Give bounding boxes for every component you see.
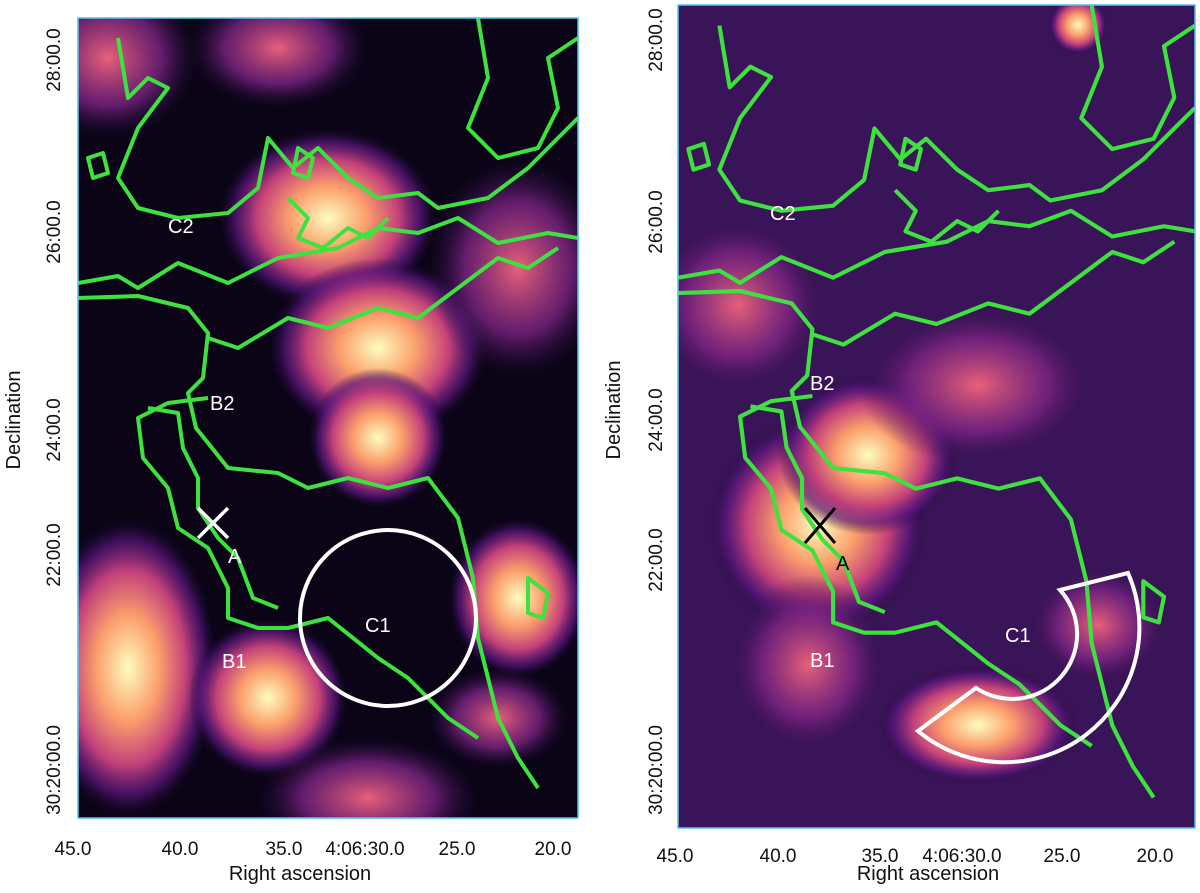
- x-axis-label: Right ascension: [857, 863, 999, 885]
- annotation: C1: [1005, 625, 1031, 647]
- annotation: C2: [770, 203, 796, 225]
- x-tick-label: 25.0: [1044, 846, 1081, 867]
- annotation: A: [836, 553, 850, 575]
- annotation: B2: [810, 373, 834, 395]
- x-tick-label: 45.0: [55, 839, 92, 860]
- right-texts: C2 B2 A B1 C1 45.0 40.0 35.0 4:06:30.0 2…: [603, 8, 1173, 885]
- annotation: C1: [365, 615, 391, 637]
- y-tick-label: 22:00.0: [44, 523, 65, 586]
- y-tick-label: 28:00.0: [44, 28, 65, 91]
- y-axis-label: Declination: [603, 361, 625, 460]
- x-tick-label: 4:06:30.0: [922, 846, 1001, 867]
- y-tick-label: 24:00.0: [44, 398, 65, 461]
- left-panel: [77, 17, 579, 819]
- annotation: B2: [210, 393, 234, 415]
- x-tick-label: 45.0: [657, 846, 694, 867]
- y-tick-label: 26:00.0: [44, 200, 65, 263]
- x-axis-label: Right ascension: [229, 863, 371, 885]
- y-axis-label: Declination: [3, 371, 25, 470]
- y-tick-label: 30:20:00.0: [44, 725, 65, 815]
- annotation: B1: [810, 650, 834, 672]
- y-tick-label: 30:20:00.0: [646, 725, 667, 815]
- x-tick-label: 20.0: [535, 839, 572, 860]
- x-tick-label: 20.0: [1137, 846, 1174, 867]
- annotation: C2: [168, 216, 194, 238]
- left-texts: C2 B2 A B1 C1 45.0 40.0 35.0 4:06:30.0 2…: [3, 28, 571, 885]
- x-tick-label: 25.0: [439, 839, 476, 860]
- x-tick-label: 40.0: [162, 839, 199, 860]
- y-tick-label: 28:00.0: [646, 8, 667, 71]
- y-tick-label: 22:00.0: [646, 528, 667, 591]
- x-tick-label: 4:06:30.0: [325, 839, 404, 860]
- x-tick-label: 35.0: [266, 839, 303, 860]
- annotation: B1: [222, 651, 246, 673]
- annotation: A: [228, 546, 242, 568]
- right-panel: [677, 4, 1196, 829]
- y-tick-label: 24:00.0: [646, 388, 667, 451]
- x-tick-label: 40.0: [760, 846, 797, 867]
- x-tick-label: 35.0: [862, 846, 899, 867]
- y-tick-label: 26:00.0: [646, 190, 667, 253]
